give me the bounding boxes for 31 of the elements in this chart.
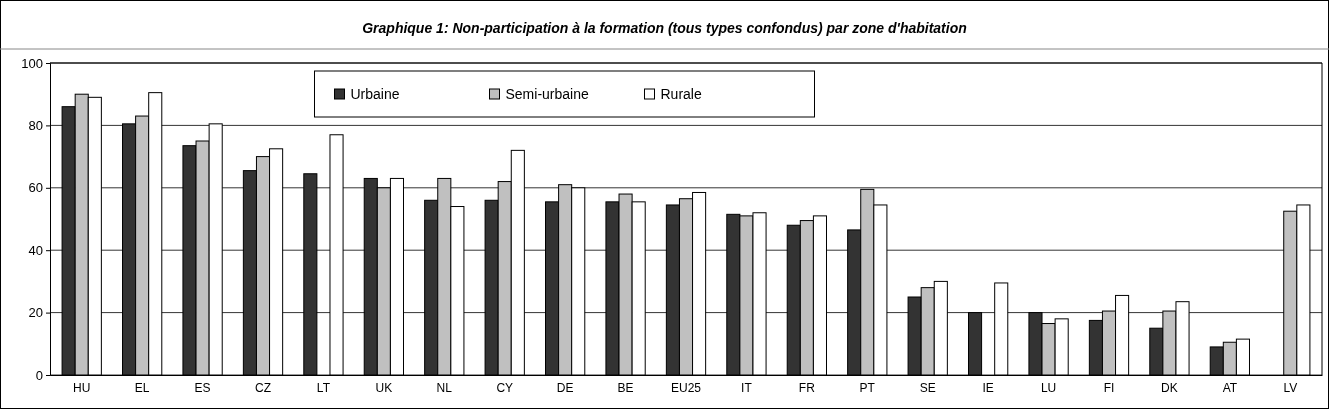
x-tick-label: BE: [617, 381, 634, 396]
x-tick-label: PT: [859, 381, 876, 396]
x-tick-label: HU: [73, 381, 91, 396]
x-tick-label: IT: [741, 381, 753, 396]
x-tick-label: LT: [316, 381, 331, 396]
x-tick-label: AT: [1222, 381, 1238, 396]
x-tick-label: EL: [134, 381, 150, 396]
y-tick-label: 60: [28, 180, 43, 196]
y-tick-label: 100: [21, 55, 43, 71]
x-tick-label: IE: [982, 381, 994, 396]
x-tick-label: CZ: [255, 381, 272, 396]
x-tick-label: LU: [1040, 381, 1057, 396]
chart-title: Graphique 1: Non-participation à la formation (tous types confondus) par zone d'habitation: [362, 20, 967, 36]
x-tick-label: UK: [375, 381, 393, 396]
legend-label: Rurale: [660, 86, 702, 102]
x-tick-label: FI: [1103, 381, 1115, 396]
y-tick-label: 40: [28, 242, 43, 258]
x-tick-label: LV: [1283, 381, 1298, 396]
x-tick-label: DE: [556, 381, 574, 396]
x-tick-label: ES: [194, 381, 211, 396]
x-tick-label: DK: [1161, 381, 1178, 396]
x-tick-label: SE: [919, 381, 936, 396]
x-tick-label: FR: [798, 381, 816, 396]
y-tick-label: 0: [35, 367, 43, 383]
x-tick-label: NL: [436, 381, 453, 396]
x-tick-label: CY: [496, 381, 514, 396]
legend-label: Urbaine: [350, 86, 400, 102]
legend-label: Semi-urbaine: [505, 86, 589, 102]
y-tick-label: 20: [28, 305, 43, 321]
x-tick-label: EU25: [670, 381, 702, 396]
y-tick-label: 80: [28, 118, 43, 134]
